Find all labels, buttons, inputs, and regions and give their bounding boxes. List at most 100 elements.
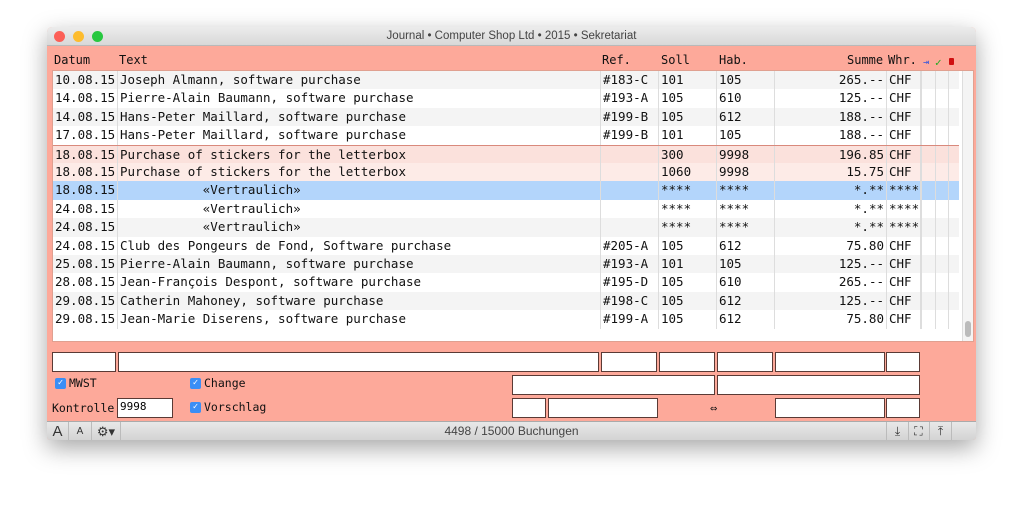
flag-cell[interactable] (935, 71, 936, 90)
entry-datum-field[interactable] (52, 352, 116, 372)
flag-cell[interactable] (935, 310, 936, 329)
font-smaller-button[interactable]: A (69, 422, 92, 440)
check-icon[interactable]: ✓ (935, 56, 942, 69)
flag-cell[interactable] (921, 145, 922, 164)
flag-cell[interactable] (935, 273, 936, 292)
table-row[interactable]: 10.08.15 Joseph Almann, software purchase… (53, 71, 959, 90)
flag-cell[interactable] (948, 199, 949, 219)
change-checkbox[interactable]: ✓ (190, 378, 201, 389)
flag-cell[interactable] (948, 273, 949, 292)
flag-cell[interactable] (935, 163, 936, 182)
entry-summe-field[interactable] (775, 352, 885, 372)
table-row[interactable]: 25.08.15 Pierre-Alain Baumann, software p… (53, 255, 959, 274)
table-row[interactable]: 14.08.15 Pierre-Alain Baumann, software p… (53, 89, 959, 108)
table-row[interactable]: 17.08.15 Hans-Peter Maillard, software pu… (53, 126, 959, 145)
flag-cell[interactable] (948, 145, 949, 164)
vorschlag-checkbox[interactable]: ✓ (190, 402, 201, 413)
flag-cell[interactable] (935, 291, 936, 311)
table-row[interactable]: 18.08.15 Purchase of stickers for the let… (53, 144, 959, 164)
extra-field-1[interactable] (512, 398, 546, 418)
col-header-hab[interactable]: Hab. (719, 53, 748, 67)
flag-cell[interactable] (921, 89, 922, 108)
flag-cell[interactable] (935, 181, 936, 200)
col-header-datum[interactable]: Datum (54, 53, 91, 67)
minimize-button[interactable] (73, 31, 84, 42)
flag-cell[interactable] (921, 310, 922, 329)
swap-icon[interactable]: ⇔ (710, 401, 718, 415)
flag-cell[interactable] (921, 291, 922, 311)
flag-cell[interactable] (948, 71, 949, 90)
cell-text: Pierre-Alain Baumann, software purchase (118, 89, 601, 108)
flag-cell[interactable] (935, 126, 936, 145)
entry-soll-field[interactable] (659, 352, 715, 372)
col-header-summe[interactable]: Summe (847, 53, 884, 67)
flag-cell[interactable] (921, 199, 922, 219)
table-row[interactable]: 24.08.15 Club des Pongeurs de Fond, Softw… (53, 236, 959, 255)
kontrolle-input[interactable]: 9998 (117, 398, 173, 418)
flag-cell[interactable] (921, 236, 922, 255)
flag-cell[interactable] (921, 163, 922, 182)
flag-cell[interactable] (921, 218, 922, 237)
account-soll-name-field[interactable] (512, 375, 715, 395)
download-icon[interactable]: ⤓ (886, 422, 909, 440)
entry-hab-field[interactable] (717, 352, 773, 372)
close-button[interactable] (54, 31, 65, 42)
flag-cell[interactable] (948, 126, 949, 145)
cell-soll: 105 (659, 236, 717, 255)
entry-text-field[interactable] (118, 352, 599, 372)
extra-field-4[interactable] (886, 398, 920, 418)
lock-icon[interactable] (949, 58, 954, 65)
col-header-whr[interactable]: Whr. (888, 53, 917, 67)
scrollbar[interactable] (962, 71, 973, 341)
upload-icon[interactable]: ⤒ (930, 422, 952, 440)
flag-cell[interactable] (921, 181, 922, 200)
flag-cell[interactable] (935, 107, 936, 127)
flag-cell[interactable] (921, 273, 922, 292)
flag-cell[interactable] (921, 255, 922, 274)
table-row[interactable]: 28.08.15 Jean-François Despont, software … (53, 273, 959, 292)
flag-cell[interactable] (948, 89, 949, 108)
flag-cell[interactable] (921, 107, 922, 127)
flag-cell[interactable] (948, 310, 949, 329)
flag-cell[interactable] (948, 255, 949, 274)
col-header-soll[interactable]: Soll (661, 53, 690, 67)
extra-field-2[interactable] (548, 398, 658, 418)
col-header-ref[interactable]: Ref. (602, 53, 631, 67)
flag-cell[interactable] (935, 145, 936, 164)
zoom-button[interactable] (92, 31, 103, 42)
table-row[interactable]: 18.08.15 «Vertraulich» **** **** *.** **** (53, 181, 959, 200)
fit-icon[interactable]: ⛶ (908, 422, 930, 440)
mwst-checkbox[interactable]: ✓ (55, 378, 66, 389)
journal-table[interactable]: 10.08.15 Joseph Almann, software purchase… (52, 70, 974, 342)
flag-cell[interactable] (948, 291, 949, 311)
flag-cell[interactable] (948, 181, 949, 200)
font-larger-button[interactable]: A (47, 422, 69, 440)
cell-whr: CHF (887, 255, 921, 274)
gear-menu-icon[interactable]: ⚙▾ (92, 422, 121, 440)
scrollbar-thumb[interactable] (965, 321, 971, 337)
table-row[interactable]: 14.08.15 Hans-Peter Maillard, software pu… (53, 107, 959, 127)
cell-hab: **** (717, 199, 775, 219)
col-header-text[interactable]: Text (119, 53, 148, 67)
flag-cell[interactable] (921, 71, 922, 90)
flag-cell[interactable] (921, 126, 922, 145)
flag-cell[interactable] (935, 236, 936, 255)
table-row[interactable]: 29.08.15 Jean-Marie Diserens, software pu… (53, 310, 959, 329)
flag-cell[interactable] (948, 218, 949, 237)
entry-ref-field[interactable] (601, 352, 657, 372)
extra-field-3[interactable] (775, 398, 885, 418)
flag-cell[interactable] (948, 107, 949, 127)
table-row[interactable]: 18.08.15 Purchase of stickers for the let… (53, 163, 959, 182)
flag-cell[interactable] (948, 163, 949, 182)
flag-cell[interactable] (935, 199, 936, 219)
account-hab-name-field[interactable] (717, 375, 920, 395)
table-row[interactable]: 29.08.15 Catherin Mahoney, software purch… (53, 291, 959, 311)
table-row[interactable]: 24.08.15 «Vertraulich» **** **** *.** **** (53, 218, 959, 237)
flag-cell[interactable] (948, 236, 949, 255)
flag-cell[interactable] (935, 255, 936, 274)
export-icon[interactable]: ⇥ (923, 57, 930, 68)
table-row[interactable]: 24.08.15 «Vertraulich» **** **** *.** **** (53, 199, 959, 219)
flag-cell[interactable] (935, 218, 936, 237)
entry-whr-field[interactable] (886, 352, 920, 372)
flag-cell[interactable] (935, 89, 936, 108)
